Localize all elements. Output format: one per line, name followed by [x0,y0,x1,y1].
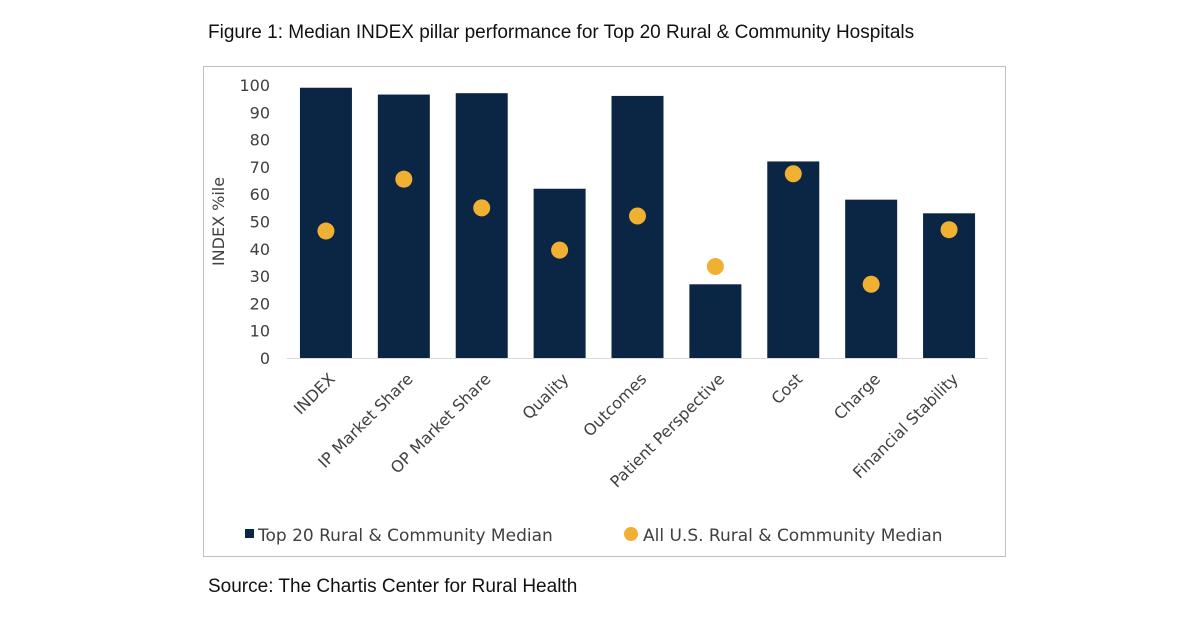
y-tick-label: 0 [260,349,270,368]
dot-4 [629,208,646,225]
x-tick-label: Quality [519,369,573,423]
y-tick-label: 100 [239,76,270,95]
dot-3 [551,242,568,259]
x-tick-label: Cost [768,369,807,408]
x-tick-label: Outcomes [579,369,650,440]
y-tick-label: 20 [250,294,270,313]
y-tick-label: 30 [250,267,270,286]
bar-2 [456,93,508,358]
bar-6 [767,161,819,358]
dot-1 [395,171,412,188]
x-tick-label: INDEX [290,369,339,418]
legend-dot-swatch [624,527,638,541]
y-tick-label: 90 [250,103,270,122]
bar-3 [534,189,586,358]
dot-5 [707,258,724,275]
y-tick-label: 40 [250,240,270,259]
y-tick-label: 80 [250,131,270,150]
dot-7 [863,276,880,293]
y-tick-label: 10 [250,322,270,341]
y-axis-label: INDEX %ile [209,177,228,266]
source-note: Source: The Chartis Center for Rural Hea… [208,576,577,598]
legend-bar-label: Top 20 Rural & Community Median [257,526,553,546]
y-tick-label: 50 [250,213,270,232]
y-tick-label: 60 [250,185,270,204]
y-tick-label: 70 [250,158,270,177]
bar-5 [689,284,741,358]
bar-4 [612,96,664,358]
dot-0 [317,223,334,240]
legend-dot-label: All U.S. Rural & Community Median [643,526,943,546]
bar-1 [378,95,430,358]
dot-2 [473,199,490,216]
legend-bar-swatch [245,529,254,538]
x-tick-label: Charge [830,369,884,423]
legend: Top 20 Rural & Community Median All U.S.… [245,526,943,546]
dot-8 [941,221,958,238]
dot-6 [785,165,802,182]
y-tick-labels: 0 10 20 30 40 50 60 70 80 90 100 [239,76,270,368]
